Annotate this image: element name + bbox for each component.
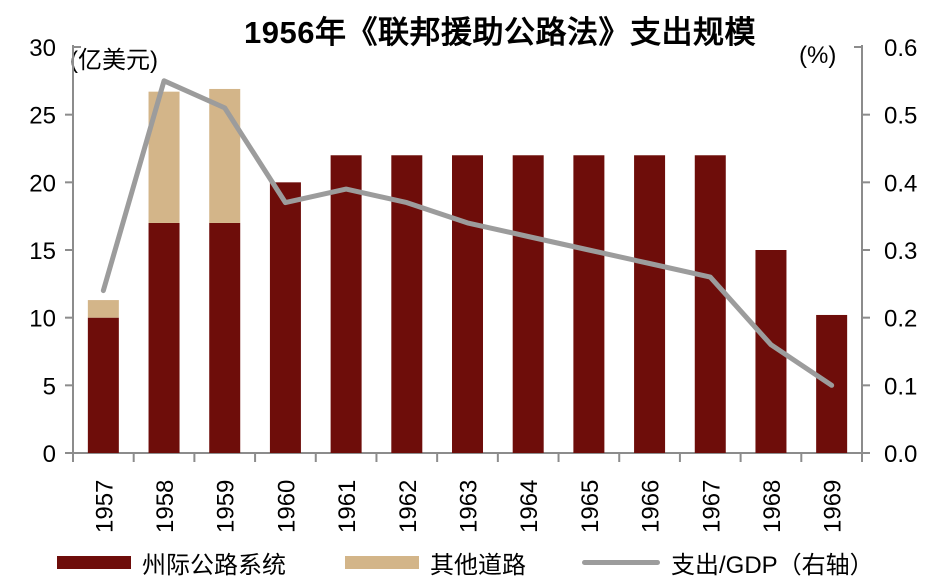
bar-interstate-1963 xyxy=(452,155,483,453)
left-axis-unit-label: (亿美元) xyxy=(70,47,158,74)
right-axis-tick-label-0.0: 0.0 xyxy=(884,441,917,468)
x-axis-category-label-1961: 1961 xyxy=(334,480,361,533)
bar-interstate-1966 xyxy=(634,155,666,453)
right-axis-tick-label-0.4: 0.4 xyxy=(884,170,917,197)
bar-interstate-1958 xyxy=(148,222,180,453)
legend-label-other-roads: 其他道路 xyxy=(430,551,526,579)
bar-interstate-1964 xyxy=(512,155,544,453)
left-axis-tick-label-0: 0 xyxy=(43,441,56,468)
x-axis-category-label-1964: 1964 xyxy=(516,480,543,533)
x-axis-category-label-1968: 1968 xyxy=(759,480,786,533)
x-axis-category-label-1965: 1965 xyxy=(577,480,604,533)
x-axis-category-label-1969: 1969 xyxy=(820,480,847,533)
x-axis-category-label-1962: 1962 xyxy=(395,480,422,533)
bar-interstate-1961 xyxy=(330,155,362,453)
right-axis-tick-label-0.5: 0.5 xyxy=(884,103,917,130)
right-axis-tick-label-0.6: 0.6 xyxy=(884,35,917,62)
x-axis-category-label-1960: 1960 xyxy=(273,480,300,533)
line-spending-to-gdp xyxy=(100,78,835,388)
bar-other-roads-1957 xyxy=(87,300,119,318)
legend-item-other-roads: 其他道路 xyxy=(345,546,526,579)
x-axis-category-label-1966: 1966 xyxy=(638,480,665,533)
bar-interstate-1957 xyxy=(87,317,119,453)
legend-swatch-spending-to-gdp xyxy=(582,559,660,565)
legend-item-interstate-highway-system: 州际公路系统 xyxy=(57,546,286,579)
legend-label-spending-to-gdp: 支出/GDP（右轴） xyxy=(671,551,874,579)
left-axis-tick-label-20: 20 xyxy=(29,170,56,197)
chart-title: 1956年《联邦援助公路法》支出规模 xyxy=(244,15,756,50)
right-axis-tick-label-0.2: 0.2 xyxy=(884,306,917,333)
plot-area: 0 5 10 15 20 25 30 0.0 0.1 0.2 0.3 0.4 0.5 0.6 1957 195… xyxy=(29,35,917,533)
left-axis-tick-label-25: 25 xyxy=(29,103,56,130)
left-axis-tick-label-30: 30 xyxy=(29,35,56,62)
legend-label-interstate-highway-system: 州际公路系统 xyxy=(142,551,286,579)
x-axis-category-label-1959: 1959 xyxy=(213,480,240,533)
legend: 州际公路系统 其他道路 支出/GDP（右轴） xyxy=(0,544,943,580)
right-axis-unit-label: (%) xyxy=(799,42,837,69)
bar-interstate-1959 xyxy=(209,222,241,453)
legend-swatch-other-roads xyxy=(345,555,419,569)
legend-item-spending-to-gdp: 支出/GDP（右轴） xyxy=(582,546,874,579)
x-axis-category-label-1963: 1963 xyxy=(456,480,483,533)
bar-interstate-1960 xyxy=(269,182,301,454)
left-axis-tick-label-5: 5 xyxy=(43,373,56,400)
left-axis-tick-label-15: 15 xyxy=(29,238,56,265)
right-axis-tick-label-0.3: 0.3 xyxy=(884,238,917,265)
legend-swatch-interstate-highway-system xyxy=(57,555,131,569)
bar-interstate-1965 xyxy=(573,155,605,453)
left-axis-tick-label-10: 10 xyxy=(29,306,56,333)
x-axis-category-label-1957: 1957 xyxy=(91,480,118,533)
x-axis-category-label-1967: 1967 xyxy=(698,480,725,533)
bar-interstate-1967 xyxy=(694,155,726,453)
right-axis-tick-label-0.1: 0.1 xyxy=(884,373,917,400)
x-axis-category-label-1958: 1958 xyxy=(152,480,179,533)
